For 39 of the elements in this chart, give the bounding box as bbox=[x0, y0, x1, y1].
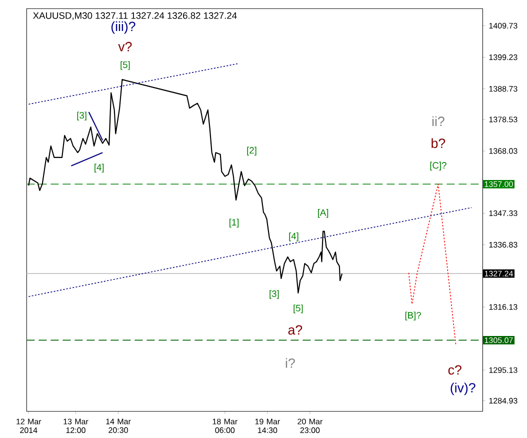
annotation: [C]? bbox=[430, 162, 446, 171]
annotation: a? bbox=[288, 325, 302, 335]
y-tick-label: 1347.33 bbox=[489, 210, 518, 216]
y-tick-label: 1284.93 bbox=[489, 398, 518, 404]
annotation: b? bbox=[432, 138, 446, 148]
annotation: (iv)? bbox=[450, 382, 476, 396]
ref-line-label: 1327.24 bbox=[484, 270, 513, 276]
annotation: [4] bbox=[94, 164, 104, 172]
annotation: [1] bbox=[230, 218, 239, 228]
y-tick-label: 1368.03 bbox=[489, 148, 518, 154]
y-tick-label: 1295.13 bbox=[489, 367, 518, 373]
y-tick-label: 1399.23 bbox=[489, 54, 518, 60]
x-tick-label: 20 Mar 23:00 bbox=[298, 418, 322, 434]
annotation: (iii)? bbox=[111, 21, 136, 34]
x-tick-label: 13 Mar 12:00 bbox=[64, 418, 88, 434]
x-tick-label: 19 Mar 14:30 bbox=[255, 418, 280, 434]
annotation: [5] bbox=[120, 61, 130, 70]
y-tick-label: 1378.53 bbox=[489, 116, 518, 122]
x-tick-label: 12 Mar 2014 bbox=[16, 418, 42, 434]
x-tick-label: 14 Mar 20:30 bbox=[106, 418, 131, 433]
ref-line-label: 1357.00 bbox=[484, 181, 513, 187]
annotation: [5] bbox=[294, 304, 303, 314]
ref-line-label: 1305.07 bbox=[484, 337, 513, 344]
annotation: [B]? bbox=[405, 312, 421, 320]
annotation: [2] bbox=[247, 146, 256, 156]
y-tick-label: 1409.73 bbox=[489, 22, 518, 29]
annotation: [4] bbox=[289, 232, 298, 242]
annotation: i? bbox=[286, 358, 295, 368]
y-tick-label: 1316.13 bbox=[489, 304, 518, 310]
annotation: [3] bbox=[77, 112, 86, 120]
x-tick-label: 18 Mar 06:00 bbox=[212, 418, 238, 434]
annotation: v? bbox=[118, 42, 132, 52]
y-tick-label: 1388.73 bbox=[489, 86, 518, 92]
annotation: c? bbox=[448, 365, 462, 375]
annotation: ii? bbox=[432, 116, 444, 126]
y-tick-label: 1336.83 bbox=[489, 242, 518, 248]
annotation: [3] bbox=[270, 290, 279, 299]
annotation: [A] bbox=[318, 208, 328, 218]
chart-title: XAUUSD,M30 1327.11 1327.24 1326.82 1327.24 bbox=[33, 12, 237, 20]
